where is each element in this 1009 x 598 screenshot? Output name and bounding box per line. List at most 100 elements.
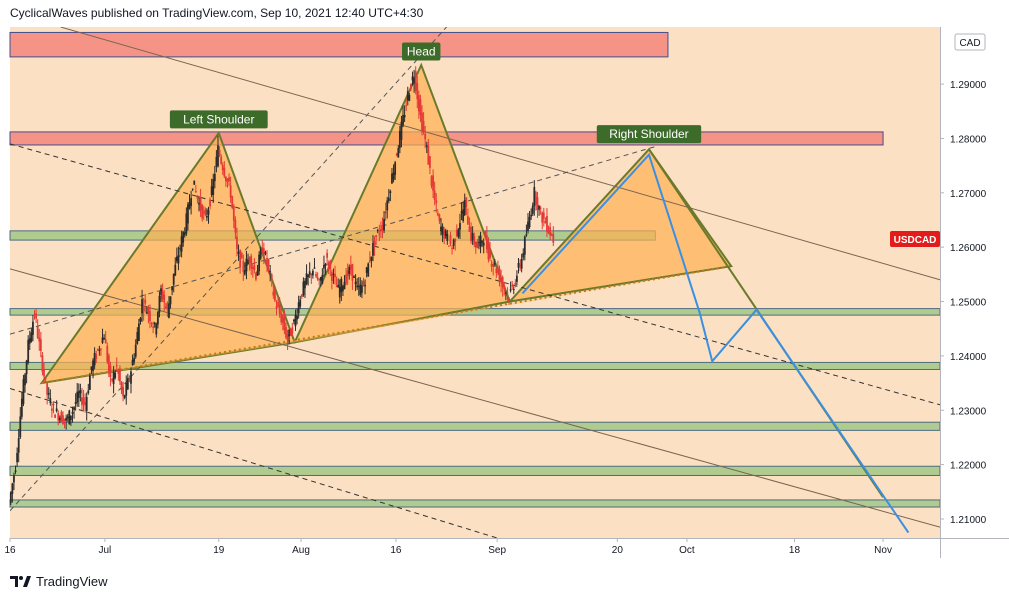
candle-body bbox=[250, 255, 253, 269]
candle-body bbox=[492, 263, 495, 267]
candle-body bbox=[277, 301, 279, 307]
candle-body bbox=[11, 483, 14, 494]
candle-body bbox=[104, 339, 107, 344]
candle-body bbox=[17, 438, 20, 453]
candle-body bbox=[345, 274, 347, 284]
candle-body bbox=[44, 378, 47, 380]
candle-body bbox=[516, 275, 518, 282]
candle-body bbox=[232, 205, 235, 221]
candle-body bbox=[427, 145, 430, 165]
candle-body bbox=[527, 221, 529, 231]
y-tick-label: 1.24000 bbox=[950, 352, 987, 363]
candle-body bbox=[364, 285, 366, 287]
candle-body bbox=[361, 285, 363, 293]
candle-body bbox=[153, 322, 156, 325]
candle-body bbox=[348, 266, 351, 274]
y-tick-label: 1.23000 bbox=[950, 406, 987, 417]
candle-body bbox=[119, 368, 121, 382]
y-tick-label: 1.26000 bbox=[950, 243, 987, 254]
candle-body bbox=[402, 114, 404, 125]
candle-body bbox=[444, 230, 447, 237]
candle-body bbox=[552, 233, 555, 243]
candle-body bbox=[280, 312, 283, 323]
candle-body bbox=[525, 234, 528, 236]
candle-body bbox=[164, 306, 167, 308]
candle-body bbox=[138, 323, 140, 341]
candle-body bbox=[342, 286, 344, 292]
candle-body bbox=[337, 284, 340, 288]
pattern-labels-layer: Left Shoulder Head Right Shoulder bbox=[169, 42, 702, 144]
candle-body bbox=[323, 264, 325, 269]
candle-body bbox=[432, 175, 434, 191]
candle-body bbox=[253, 265, 256, 271]
candle-body bbox=[419, 99, 422, 116]
candle-body bbox=[93, 353, 96, 366]
candle-body bbox=[248, 257, 251, 263]
candle-body bbox=[130, 371, 132, 384]
candle-body bbox=[478, 241, 480, 243]
symbol-badge-text: USDCAD bbox=[894, 235, 937, 246]
y-tick-label: 1.25000 bbox=[950, 298, 987, 309]
candle-body bbox=[92, 360, 94, 372]
candle-body bbox=[49, 398, 52, 404]
candle-body bbox=[485, 235, 488, 250]
candle-body bbox=[247, 260, 249, 264]
candle-body bbox=[55, 408, 58, 412]
candle-body bbox=[406, 91, 409, 101]
candle-body bbox=[500, 277, 502, 283]
candle-body bbox=[82, 397, 85, 404]
candle-body bbox=[425, 145, 428, 147]
candle-body bbox=[299, 299, 302, 307]
candle-body bbox=[307, 274, 310, 277]
x-tick-label: 16 bbox=[390, 545, 402, 556]
candle-body bbox=[223, 167, 226, 177]
candle-body bbox=[550, 234, 553, 236]
candle-body bbox=[378, 233, 381, 235]
candle-body bbox=[416, 83, 419, 100]
candle-body bbox=[302, 281, 305, 296]
candle-body bbox=[349, 264, 352, 270]
candle-body bbox=[161, 291, 164, 300]
candle-body bbox=[440, 226, 442, 232]
candle-body bbox=[275, 306, 278, 309]
candle-body bbox=[531, 205, 534, 214]
candle-body bbox=[487, 241, 490, 260]
candle-body bbox=[22, 379, 25, 404]
candle-body bbox=[375, 235, 378, 237]
candle-body bbox=[429, 156, 431, 168]
candle-body bbox=[330, 272, 333, 281]
neckline bbox=[41, 265, 732, 385]
candle-body bbox=[133, 357, 136, 362]
candle-body bbox=[281, 315, 284, 323]
candle-body bbox=[403, 115, 406, 118]
candle-body bbox=[193, 180, 196, 185]
candle-body bbox=[139, 317, 142, 322]
candle-body bbox=[315, 274, 317, 277]
candle-body bbox=[24, 374, 26, 386]
candle-body bbox=[541, 212, 544, 223]
candle-body bbox=[79, 390, 82, 394]
candle-body bbox=[468, 226, 471, 232]
candle-body bbox=[245, 258, 248, 272]
pattern-label-text: Head bbox=[407, 44, 436, 58]
candle-body bbox=[27, 339, 30, 363]
candle-body bbox=[74, 402, 77, 404]
candle-body bbox=[58, 417, 61, 421]
pattern-label: Left Shoulder bbox=[169, 110, 268, 129]
candle-body bbox=[35, 313, 37, 319]
candle-body bbox=[84, 402, 87, 406]
candle-body bbox=[310, 274, 313, 276]
candle-body bbox=[278, 304, 281, 314]
candle-body bbox=[60, 411, 63, 422]
candle-body bbox=[544, 221, 547, 224]
candle-body bbox=[394, 162, 397, 175]
candle-body bbox=[264, 252, 267, 254]
candle-body bbox=[506, 292, 509, 294]
candle-body bbox=[198, 202, 200, 205]
pattern-label: Head bbox=[402, 42, 441, 61]
candle-body bbox=[384, 211, 387, 214]
candle-body bbox=[47, 392, 50, 395]
candle-body bbox=[175, 256, 178, 262]
footer-brand-text: TradingView bbox=[36, 573, 108, 589]
